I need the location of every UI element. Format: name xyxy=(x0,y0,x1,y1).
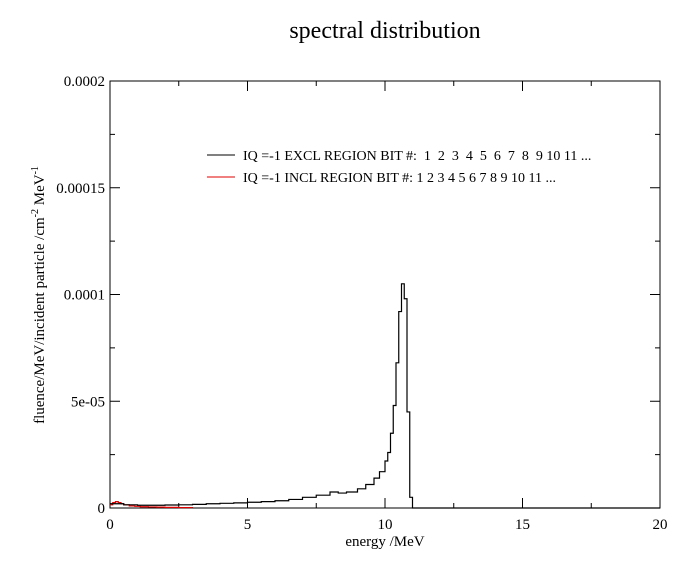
y-tick-label: 5e-05 xyxy=(71,394,105,410)
axis-ticks: 0 5 10 15 20 0 5e-05 0.0001 0.00015 0.0002 xyxy=(56,74,667,533)
y-axis-label-main: fluence/MeV/incident particle /cm xyxy=(32,217,48,424)
y-tick-label: 0.0001 xyxy=(64,288,105,304)
x-tick-label: 10 xyxy=(378,517,393,533)
x-tick-label: 20 xyxy=(653,517,668,533)
legend-label-excl: IQ =-1 EXCL REGION BIT #: 1 2 3 4 5 6 7 … xyxy=(243,149,591,164)
series-line-0 xyxy=(110,283,660,509)
plot-frame xyxy=(109,80,661,509)
series-line-1 xyxy=(110,501,194,509)
y-axis-label-exp2: -1 xyxy=(30,166,41,174)
y-tick-label: 0 xyxy=(98,501,106,517)
y-tick-label: 0.00015 xyxy=(56,181,105,197)
y-axis-label: fluence/MeV/incident particle /cm-2 MeV-… xyxy=(30,166,48,424)
x-tick-label: 15 xyxy=(515,517,530,533)
series-layer xyxy=(110,283,660,509)
x-tick-label: 0 xyxy=(106,517,114,533)
x-axis-label: energy /MeV xyxy=(345,534,424,550)
x-tick-label: 5 xyxy=(244,517,252,533)
legend-label-incl: IQ =-1 INCL REGION BIT #: 1 2 3 4 5 6 7 … xyxy=(243,171,556,186)
legend: IQ =-1 EXCL REGION BIT #: 1 2 3 4 5 6 7 … xyxy=(207,149,591,186)
chart-title: spectral distribution xyxy=(289,18,480,44)
y-axis-label-mid: MeV xyxy=(32,174,48,209)
y-axis-label-exp1: -2 xyxy=(30,209,41,217)
y-tick-label: 0.0002 xyxy=(64,74,105,90)
